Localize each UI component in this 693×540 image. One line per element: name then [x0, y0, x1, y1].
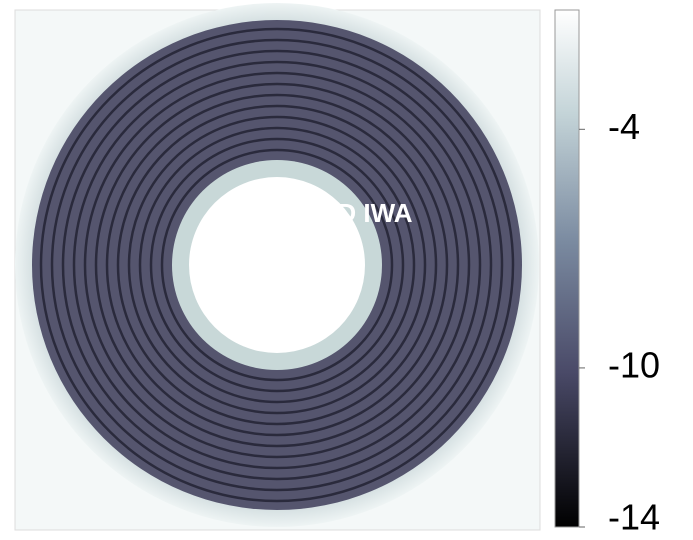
- annotation: 6 lambda/D IWA: [217, 198, 412, 228]
- colorbar-axis: -4 -10 -14: [579, 106, 660, 538]
- colorbar-tick-label: -14: [608, 497, 660, 538]
- image: 6 lambda/D IWA: [15, 3, 540, 530]
- colorbar: [555, 10, 579, 527]
- figure: 6 lambda/D IWA -4 -10 -14: [0, 0, 693, 540]
- colorbar-tick-label: -10: [608, 344, 660, 385]
- colorbar-tick-label: -4: [608, 106, 640, 147]
